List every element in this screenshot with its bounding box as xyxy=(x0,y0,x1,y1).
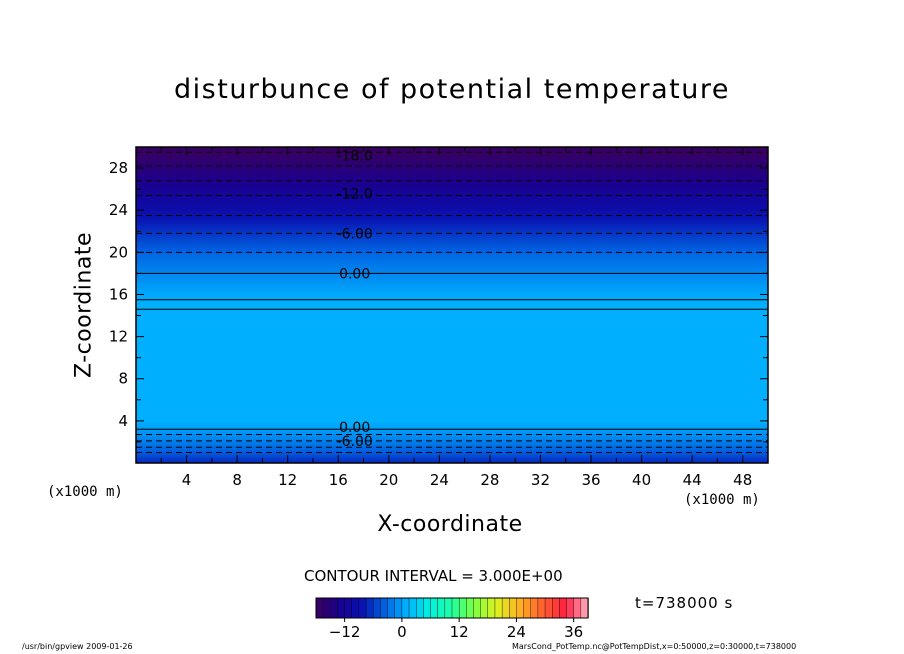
colorbar-segment xyxy=(458,597,468,619)
x-tick-label: 20 xyxy=(379,471,398,489)
x-tick-label: 44 xyxy=(683,471,702,489)
x-tick-label: 4 xyxy=(182,471,192,489)
potential-temperature-field xyxy=(136,147,768,463)
colorbar-segment xyxy=(530,597,539,619)
colorbar: −12 0 12 24 36 xyxy=(315,597,589,641)
y-tick-label: 28 xyxy=(109,159,128,177)
contour-label: -12.0 xyxy=(337,186,373,202)
x-tick-label: 40 xyxy=(632,471,651,489)
x-tick-label: 16 xyxy=(329,471,348,489)
x-tick-label: 32 xyxy=(531,471,550,489)
y-tick-label: 8 xyxy=(118,370,128,388)
colorbar-segment xyxy=(523,597,532,619)
colorbar-segment xyxy=(487,597,496,619)
x-tick-label: 28 xyxy=(480,471,499,489)
colorbar-segment xyxy=(373,597,382,619)
colorbar-segment xyxy=(544,597,553,619)
colorbar-segment xyxy=(480,597,489,619)
colorbar-segment xyxy=(501,597,510,619)
contour-label: 0.00 xyxy=(339,266,370,282)
contour-lines xyxy=(136,151,768,453)
colorbar-segment xyxy=(430,597,439,619)
colorbar-frame xyxy=(315,597,589,619)
colorbar-segment xyxy=(387,597,396,619)
colorbar-segment xyxy=(444,597,453,619)
y-axis-ticks: 4 8 12 16 20 24 28 xyxy=(109,146,768,443)
colorbar-segment xyxy=(344,597,353,619)
y-tick-label: 4 xyxy=(118,412,128,430)
colorbar-segment xyxy=(552,597,561,619)
y-tick-label: 12 xyxy=(109,328,128,346)
colorbar-segment xyxy=(573,597,582,619)
colorbar-segment xyxy=(537,597,546,619)
colorbar-segment xyxy=(322,597,332,619)
colorbar-segment xyxy=(451,597,460,619)
colorbar-segment xyxy=(473,597,482,619)
colorbar-segment xyxy=(330,597,339,619)
footer-source: MarsCond_PotTemp.nc@PotTempDist,x=0:5000… xyxy=(512,642,797,651)
y-axis-label: Z-coordinate xyxy=(71,232,97,378)
colorbar-segment xyxy=(351,597,360,619)
y-tick-label: 24 xyxy=(109,201,128,219)
x-tick-label: 48 xyxy=(733,471,752,489)
colorbar-tick-label: 0 xyxy=(397,623,407,641)
x-axis-label: X-coordinate xyxy=(377,512,523,537)
plot-frame xyxy=(135,146,769,464)
time-label: t=738000 s xyxy=(635,594,734,612)
colorbar-segment xyxy=(365,597,374,619)
colorbar-segment xyxy=(509,597,518,619)
colorbar-tick-label: 36 xyxy=(564,623,583,641)
x-axis-unit: (x1000 m) xyxy=(684,492,760,508)
contour-interval-label: CONTOUR INTERVAL = 3.000E+00 xyxy=(304,567,563,585)
colorbar-segment xyxy=(466,597,475,619)
contour-label: -6.00 xyxy=(337,226,373,242)
x-tick-label: 12 xyxy=(278,471,297,489)
colorbar-segment xyxy=(401,597,410,619)
contour-label: 0.00 xyxy=(339,420,370,436)
y-tick-label: 20 xyxy=(109,243,128,261)
colorbar-segment xyxy=(494,597,503,619)
y-tick-label: 16 xyxy=(109,285,128,303)
x-tick-label: 36 xyxy=(581,471,600,489)
colorbar-tick-label: −12 xyxy=(329,623,361,641)
colorbar-tick-label: 24 xyxy=(507,623,526,641)
colorbar-tick-label: 12 xyxy=(450,623,469,641)
colorbar-segment xyxy=(408,597,417,619)
colorbar-segment xyxy=(337,597,346,619)
footer-program: /usr/bin/gpview 2009-01-26 xyxy=(22,642,133,651)
colorbar-segment xyxy=(315,597,324,619)
colorbar-segment xyxy=(580,597,589,619)
colorbar-segment xyxy=(516,597,525,619)
colorbar-segment xyxy=(394,597,403,619)
colorbar-segment xyxy=(358,597,367,619)
colorbar-segment xyxy=(380,597,389,619)
x-tick-label: 8 xyxy=(232,471,242,489)
colorbar-segment xyxy=(566,597,575,619)
chart-title: disturbunce of potential temperature xyxy=(174,74,730,105)
x-axis-ticks: 4 8 12 16 20 24 28 32 36 40 44 48 xyxy=(160,147,769,489)
colorbar-segment xyxy=(416,597,425,619)
colorbar-segment xyxy=(423,597,432,619)
contour-label: -6.00 xyxy=(337,434,373,450)
colorbar-segment xyxy=(559,597,568,619)
contour-labels: -18.0-12.0-6.000.000.00-6.00 xyxy=(337,148,373,450)
contour-label: -18.0 xyxy=(337,148,373,164)
x-tick-label: 24 xyxy=(430,471,449,489)
y-axis-unit: (x1000 m) xyxy=(47,484,123,500)
colorbar-segment xyxy=(437,597,446,619)
